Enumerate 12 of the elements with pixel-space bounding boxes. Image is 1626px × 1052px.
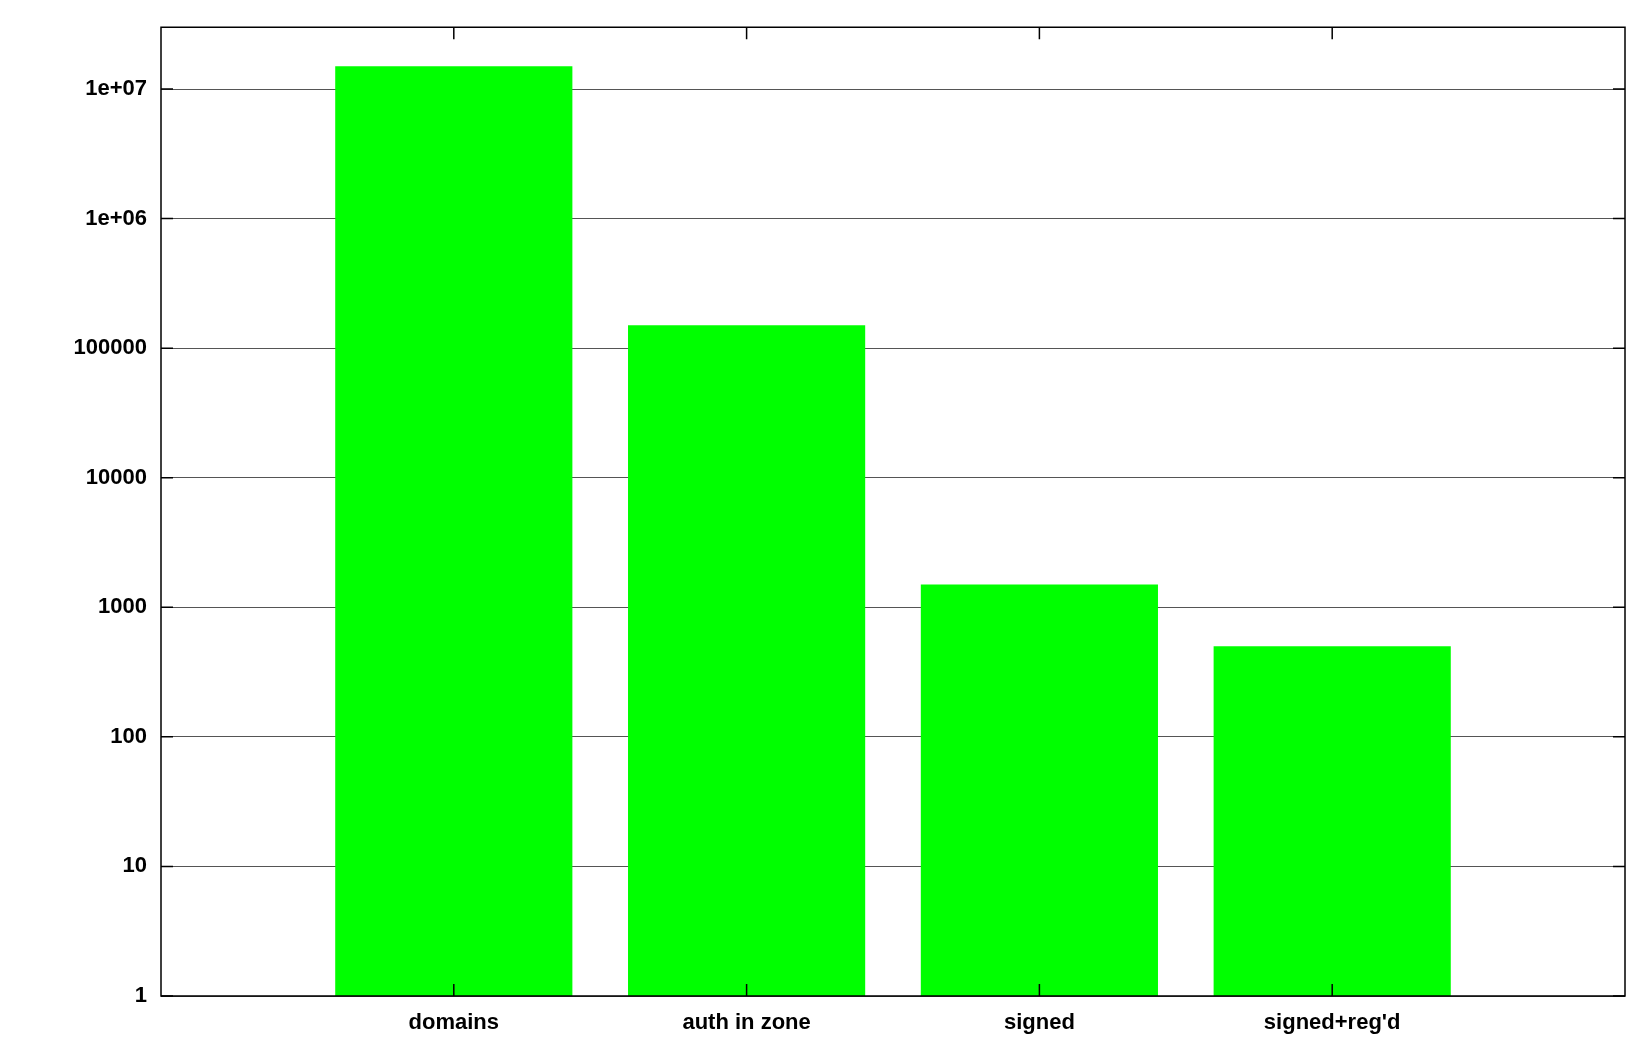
x-tick-label: signed: [1003, 1009, 1075, 1035]
y-tick-label: 10000: [85, 463, 147, 489]
x-tick-label: signed+reg'd: [1263, 1009, 1401, 1035]
y-tick-label: 1: [134, 982, 147, 1008]
x-tick-label: domains: [408, 1009, 500, 1035]
y-tick-label: 1e+06: [85, 204, 147, 230]
y-tick-label: 100000: [73, 334, 147, 360]
y-tick-label: 10: [122, 852, 147, 878]
y-tick-label: 100: [110, 722, 147, 748]
y-tick-label: 1000: [98, 593, 147, 619]
x-tick-label: auth in zone: [682, 1009, 811, 1035]
y-tick-label: 1e+07: [85, 75, 147, 101]
